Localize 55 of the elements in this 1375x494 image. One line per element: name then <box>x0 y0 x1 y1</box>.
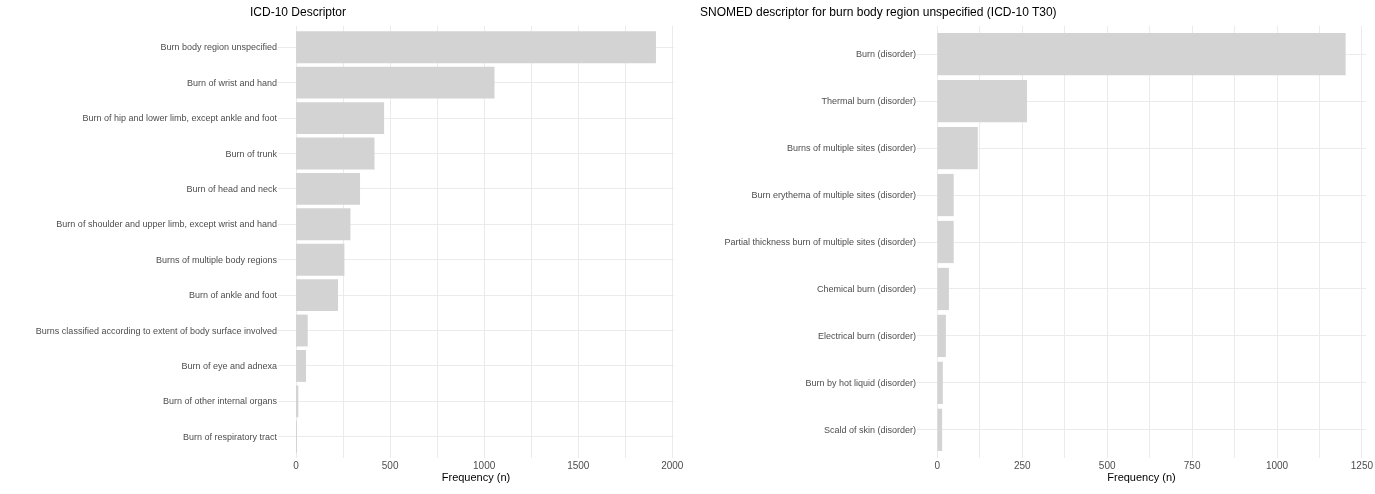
bar <box>296 279 339 312</box>
y-tick-label: Burn body region unspecified <box>160 42 277 53</box>
bar <box>937 361 943 404</box>
y-tick-label: Burn (disorder) <box>855 49 916 60</box>
bar <box>937 267 949 311</box>
x-tick-label: 0 <box>293 460 300 471</box>
bar <box>296 243 345 276</box>
y-tick-label: Burn of shoulder and upper limb, except wrist and hand <box>56 219 277 230</box>
bar <box>296 102 385 134</box>
y-tick-label: Burn of wrist and hand <box>186 77 277 88</box>
y-tick-label: Burns classified according to extent of body surface involved <box>35 325 277 336</box>
y-tick-label: Thermal burn (disorder) <box>821 96 916 107</box>
y-tick-label: Burns of multiple sites (disorder) <box>786 143 916 154</box>
x-tick-label: 1000 <box>1265 460 1289 471</box>
x-axis-title: Frequency (n) <box>1107 471 1176 483</box>
bar <box>937 408 943 451</box>
x-tick-label: 500 <box>1098 460 1116 471</box>
bar <box>937 80 1028 123</box>
y-tick-label: Scald of skin (disorder) <box>823 424 916 435</box>
y-tick-label: Burn of eye and adnexa <box>181 361 277 372</box>
bar <box>296 137 375 170</box>
x-axis-title: Frequency (n) <box>441 471 511 483</box>
bar <box>937 173 954 217</box>
y-tick-label: Burn of hip and lower limb, except ankle and foot <box>82 113 278 124</box>
y-tick-label: Burn erythema of multiple sites (disorder) <box>751 190 916 201</box>
y-tick-label: Burn by hot liquid (disorder) <box>805 378 916 389</box>
x-tick-label: 1000 <box>473 460 496 471</box>
bar <box>296 350 307 382</box>
y-tick-label: Chemical burn (disorder) <box>816 284 916 295</box>
y-tick-label: Burn of trunk <box>225 148 278 159</box>
bar <box>937 33 1346 76</box>
y-tick-label: Burn of head and neck <box>186 184 278 195</box>
bar <box>296 172 361 205</box>
bar <box>296 208 351 241</box>
chart-title: SNOMED descriptor for burn body region unspecified (ICD-10 T30) <box>700 4 1057 19</box>
y-tick-label: Burn of respiratory tract <box>182 431 278 442</box>
x-tick-label: 0 <box>934 460 941 471</box>
y-tick-label: Partial thickness burn of multiple sites (disorder) <box>724 237 916 248</box>
y-tick-label: Burn of other internal organs <box>162 396 278 407</box>
x-tick-label: 1250 <box>1350 460 1374 471</box>
x-tick-label: 250 <box>1013 460 1032 471</box>
y-tick-label: Electrical burn (disorder) <box>817 331 916 342</box>
y-tick-label: Burns of multiple body regions <box>155 254 278 265</box>
y-tick-label: Burn of ankle and foot <box>188 290 278 301</box>
x-tick-label: 500 <box>381 460 399 471</box>
bar <box>296 66 495 99</box>
x-tick-label: 1500 <box>567 460 590 471</box>
bar <box>296 314 308 347</box>
bar <box>937 220 954 264</box>
bar <box>937 126 978 170</box>
x-tick-label: 2000 <box>661 460 684 471</box>
bar <box>937 314 946 358</box>
bar <box>296 31 656 64</box>
chart-title: ICD-10 Descriptor <box>250 4 347 19</box>
x-tick-label: 750 <box>1183 460 1201 471</box>
